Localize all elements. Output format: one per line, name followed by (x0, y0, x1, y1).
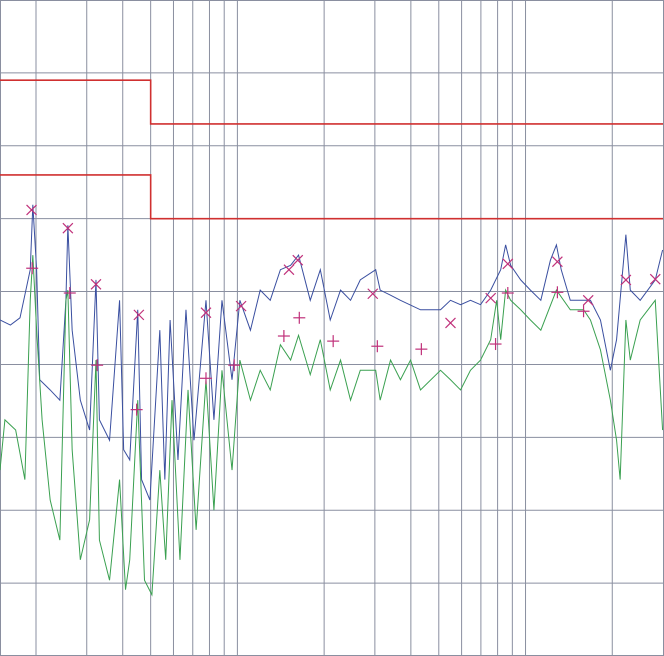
marker (62, 222, 74, 234)
marker (649, 273, 661, 285)
marker (26, 204, 37, 216)
marker (277, 330, 290, 343)
marker (90, 278, 102, 290)
marker-stroke (485, 292, 497, 304)
marker-stroke (62, 222, 74, 234)
marker-stroke (292, 254, 304, 266)
marker-stroke (283, 264, 295, 276)
marker (26, 262, 39, 275)
marker-stroke (620, 274, 632, 286)
marker (502, 258, 514, 270)
marker (63, 287, 76, 300)
marker-stroke (90, 278, 102, 290)
marker (582, 294, 594, 306)
marker (367, 288, 379, 300)
marker (445, 317, 456, 329)
marker-stroke (649, 273, 661, 285)
marker (415, 343, 428, 356)
marker (200, 307, 212, 319)
marker (485, 292, 497, 304)
marker (577, 305, 590, 318)
limit-line (0, 79, 663, 125)
marker-stroke (235, 300, 247, 312)
marker (371, 340, 384, 353)
marker (327, 335, 340, 348)
marker-stroke (445, 317, 456, 329)
trace-line (0, 255, 664, 597)
marker (551, 256, 563, 268)
marker-stroke (200, 307, 212, 319)
marker (551, 286, 564, 299)
limit-line (0, 174, 663, 220)
trace-line (0, 204, 664, 501)
marker (133, 309, 145, 321)
marker-stroke (26, 204, 37, 216)
marker (235, 300, 247, 312)
marker-stroke (582, 294, 594, 306)
marker (228, 359, 241, 372)
marker (292, 254, 304, 266)
marker (489, 338, 502, 351)
marker (199, 372, 212, 385)
marker-stroke (367, 288, 379, 300)
marker (620, 274, 632, 286)
marker (283, 264, 295, 276)
marker-stroke (502, 258, 514, 270)
marker (91, 359, 104, 372)
marker (501, 287, 514, 300)
marker-stroke (551, 256, 563, 268)
marker-stroke (133, 309, 145, 321)
marker (293, 311, 306, 324)
marker (130, 403, 143, 416)
